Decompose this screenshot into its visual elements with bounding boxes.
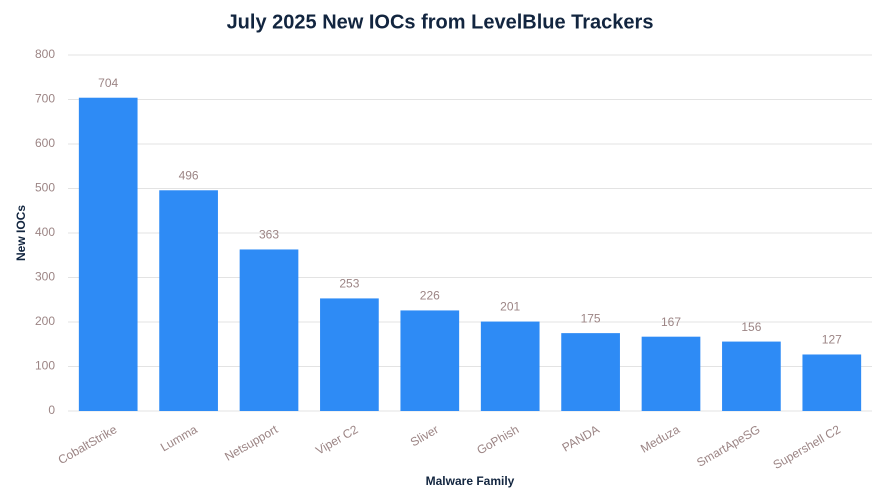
bar <box>78 97 138 411</box>
data-label: 156 <box>741 320 761 334</box>
x-axis-title: Malware Family <box>426 474 515 488</box>
data-label: 167 <box>661 315 681 329</box>
x-tick-label: CobaltStrike <box>56 422 120 467</box>
y-tick-label: 500 <box>35 181 55 195</box>
x-tick-label: Meduza <box>638 422 682 456</box>
bar <box>561 333 620 411</box>
y-tick-label: 300 <box>35 270 55 284</box>
y-tick-label: 200 <box>35 314 55 328</box>
bar <box>159 190 218 411</box>
chart-title: July 2025 New IOCs from LevelBlue Tracke… <box>227 11 654 33</box>
y-tick-label: 700 <box>35 92 55 106</box>
x-tick-label: Viper C2 <box>313 422 361 458</box>
x-tick-label: PANDA <box>560 422 602 454</box>
data-label: 127 <box>822 333 842 347</box>
bar <box>722 341 781 411</box>
x-tick-label: Supershell C2 <box>771 422 844 472</box>
x-tick-label: Sliver <box>408 422 441 449</box>
x-tick-label: Netsupport <box>222 422 280 464</box>
x-tick-label: Lumma <box>158 422 200 454</box>
bar <box>802 354 862 411</box>
y-tick-label: 800 <box>35 47 55 61</box>
y-tick-label: 100 <box>35 359 55 373</box>
x-tick-label: SmartApeSG <box>694 422 762 469</box>
data-label: 704 <box>98 76 118 90</box>
x-tick-label: GoPhish <box>474 422 521 457</box>
data-label: 175 <box>581 311 601 325</box>
bar <box>239 249 299 411</box>
data-label: 253 <box>339 277 359 291</box>
y-tick-label: 600 <box>35 136 55 150</box>
bar <box>641 336 701 411</box>
data-label: 363 <box>259 228 279 242</box>
y-tick-label: 400 <box>35 225 55 239</box>
data-label: 496 <box>179 168 199 182</box>
y-axis-title: New IOCs <box>14 205 28 261</box>
data-label: 226 <box>420 289 440 303</box>
bar <box>400 310 460 411</box>
bar <box>480 321 540 411</box>
bar <box>320 298 379 411</box>
data-label: 201 <box>500 300 520 314</box>
y-tick-label: 0 <box>48 403 55 417</box>
